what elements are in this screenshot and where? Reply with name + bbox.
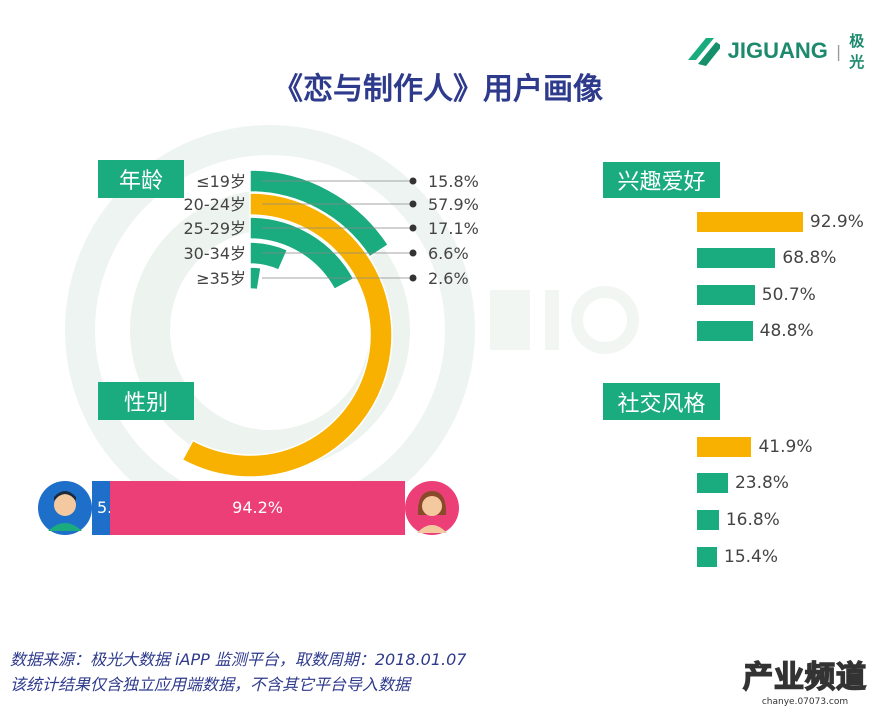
jiguang-logo-icon	[688, 38, 720, 66]
bar-value-label: 41.9%	[758, 437, 813, 457]
age-arc-4	[249, 266, 262, 291]
bar-0	[697, 437, 752, 457]
gender-bar: 5.8% 94.2%	[92, 481, 405, 535]
bar-value-label: 48.8%	[759, 321, 814, 341]
gender-segment-0: 5.8%	[92, 481, 138, 535]
age-category-label: 30-34岁	[184, 244, 247, 263]
age-arc-0	[249, 169, 390, 258]
watermark-text: 产业频道	[742, 659, 867, 696]
age-radial-chart: ≤19岁 15.8% 20-24岁 57.9% 25-29岁 17.1% 30-34岁 6.6…	[181, 169, 479, 478]
age-value-label: 2.6%	[428, 269, 469, 288]
page-title: 《恋与制作人》用户画像	[273, 72, 603, 107]
bar-3	[697, 547, 718, 567]
age-category-label: 25-29岁	[184, 219, 247, 238]
footer-note: 该统计结果仅含独立应用端数据，不含其它平台导入数据	[10, 675, 411, 694]
male-avatar-icon	[38, 481, 92, 535]
female-avatar-icon	[405, 481, 459, 535]
bar-0	[697, 212, 803, 232]
age-dot	[409, 200, 417, 208]
age-value-label: 17.1%	[428, 219, 479, 238]
bar-value-label: 23.8%	[734, 473, 789, 493]
age-value-label: 57.9%	[428, 195, 479, 214]
watermark-stamp: 产业频道 chanye.07073.com	[735, 659, 875, 708]
bar-1	[697, 248, 776, 268]
bar-value-label: 50.7%	[761, 285, 816, 305]
age-category-label: ≤19岁	[196, 172, 246, 191]
age-dot	[409, 224, 417, 232]
bar-2	[697, 510, 719, 530]
bar-value-label: 16.8%	[725, 510, 780, 530]
bar-value-label: 92.9%	[809, 212, 864, 232]
gender-value-label: 94.2%	[232, 498, 283, 517]
age-category-label: ≥35岁	[196, 269, 246, 288]
watermark-url: chanye.07073.com	[761, 697, 849, 707]
bar-1	[697, 473, 728, 493]
logo-brand-cn: 极光	[849, 32, 865, 71]
footer-source: 数据来源：极光大数据 iAPP 监测平台，取数周期：2018.01.07	[10, 650, 467, 669]
interests-tag: 兴趣爱好	[603, 162, 720, 198]
age-dot	[409, 249, 417, 257]
jiguang-logo: JIGUANG | 极光	[684, 30, 876, 72]
bar-3	[697, 321, 753, 341]
age-value-label: 6.6%	[428, 244, 469, 263]
bar-value-label: 68.8%	[782, 248, 837, 268]
gender-tag: 性别	[98, 382, 194, 420]
bar-2	[697, 285, 755, 305]
gender-segment-1: 94.2%	[110, 481, 405, 535]
age-tag: 年龄	[98, 160, 184, 198]
age-arc-3	[249, 241, 289, 272]
social-tag: 社交风格	[603, 383, 720, 420]
age-category-label: 20-24岁	[184, 195, 247, 214]
logo-brand: JIGUANG	[727, 38, 828, 63]
age-value-label: 15.8%	[428, 172, 479, 191]
bar-value-label: 15.4%	[724, 547, 779, 567]
age-dot	[409, 177, 417, 185]
age-dot	[409, 274, 417, 282]
